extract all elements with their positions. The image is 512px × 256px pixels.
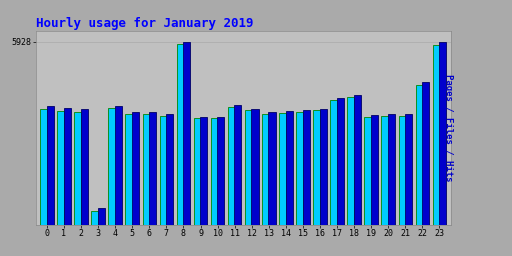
Bar (228, 107, 235, 225)
Bar (200, 117, 207, 225)
Bar (47, 106, 54, 225)
Bar (398, 116, 406, 225)
Bar (286, 111, 293, 225)
Bar (57, 111, 65, 225)
Bar (381, 116, 389, 225)
Bar (98, 208, 105, 225)
Bar (319, 109, 327, 225)
Bar (416, 85, 423, 225)
Bar (177, 44, 184, 225)
Bar (251, 109, 259, 225)
Bar (439, 42, 446, 225)
Bar (313, 110, 321, 225)
Bar (142, 114, 150, 225)
Bar (371, 115, 378, 225)
Bar (166, 114, 173, 225)
Bar (125, 113, 133, 225)
Bar (347, 97, 354, 225)
Bar (330, 100, 337, 225)
Bar (183, 42, 190, 225)
Bar (388, 114, 395, 225)
Bar (245, 110, 252, 225)
Bar (40, 109, 47, 225)
Bar (217, 117, 224, 225)
Bar (405, 114, 412, 225)
Bar (74, 112, 81, 225)
Bar (433, 45, 440, 225)
Bar (234, 104, 242, 225)
Bar (109, 108, 116, 225)
Bar (337, 98, 344, 225)
Bar (81, 109, 88, 225)
Bar (194, 119, 201, 225)
Bar (303, 110, 310, 225)
Bar (268, 112, 275, 225)
Bar (262, 114, 269, 225)
Bar (354, 95, 361, 225)
Bar (279, 113, 286, 225)
Bar (63, 108, 71, 225)
Text: Hourly usage for January 2019: Hourly usage for January 2019 (36, 17, 253, 29)
Bar (365, 116, 372, 225)
Bar (211, 119, 218, 225)
Bar (149, 112, 156, 225)
Y-axis label: Pages / Files / Hits: Pages / Files / Hits (444, 74, 453, 182)
Bar (132, 112, 139, 225)
Bar (160, 116, 167, 225)
Bar (296, 112, 303, 225)
Bar (91, 211, 98, 225)
Bar (422, 82, 429, 225)
Bar (115, 106, 122, 225)
